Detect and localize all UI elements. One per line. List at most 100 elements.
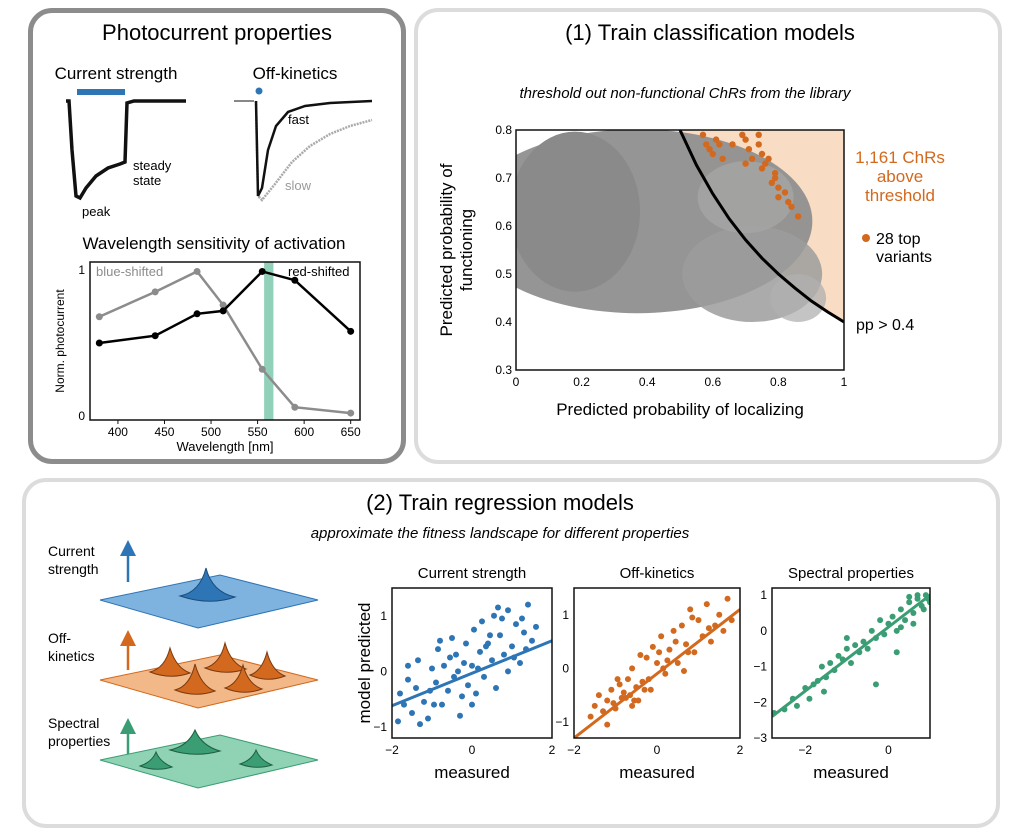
- data-point: [431, 701, 437, 708]
- landscape-label-off-1: Off-: [48, 630, 71, 646]
- data-point: [629, 665, 636, 672]
- landscape-label-off-2: kinetics: [48, 648, 95, 664]
- off-kinetics-label: Off-kinetics: [253, 64, 338, 83]
- top-variant-point: [775, 184, 782, 191]
- series-point: [193, 267, 201, 275]
- data-point: [517, 660, 523, 666]
- steady-state-label-1: steady: [133, 158, 172, 173]
- plot-title: Spectral properties: [788, 565, 914, 582]
- regression-panel: [22, 478, 1000, 828]
- x-tick-label: −2: [798, 743, 812, 757]
- spectral-landscape: Spectral properties: [48, 715, 319, 789]
- landscape-peak: [248, 650, 287, 680]
- regression-plot-frame: [573, 587, 741, 739]
- top-variant-point: [788, 203, 795, 210]
- y-tick-label: 0: [562, 661, 569, 675]
- data-point: [893, 627, 900, 634]
- above-threshold-line1: 1,161 ChRs: [855, 148, 945, 167]
- series-point: [291, 276, 299, 284]
- data-point: [616, 681, 623, 688]
- photocurrent-title: Photocurrent properties: [102, 20, 332, 45]
- data-point: [487, 632, 493, 639]
- data-point: [608, 686, 615, 693]
- data-point: [664, 657, 671, 664]
- data-point: [629, 702, 636, 709]
- data-point: [497, 632, 503, 639]
- x-axis-label: measured: [434, 763, 510, 782]
- regression-title: (2) Train regression models: [366, 490, 634, 515]
- top-variant-point: [775, 194, 782, 201]
- top-variant-point: [762, 160, 769, 167]
- landscape-label-spectral-2: properties: [48, 733, 110, 749]
- data-point: [529, 637, 535, 644]
- up-arrow-head-icon: [120, 540, 136, 556]
- top-variant-point: [699, 131, 707, 138]
- peak-label: peak: [82, 204, 111, 219]
- data-point: [465, 682, 471, 689]
- classification-title: (1) Train classification models: [565, 20, 855, 45]
- above-threshold-line2: above: [877, 167, 923, 186]
- current-strength-landscape: Current strength: [48, 540, 319, 629]
- top-variant-point: [742, 160, 749, 167]
- classification-chart: 0 0.2 0.4 0.6 0.8 1 0.3 0.4 0.5 0.6 0.7 0.8 Predicte…: [437, 123, 848, 419]
- landscape-peak: [173, 663, 217, 695]
- data-point: [695, 617, 702, 624]
- wavelength-chart-title: Wavelength sensitivity of activation: [83, 234, 346, 253]
- data-point: [463, 640, 469, 647]
- data-point: [445, 687, 451, 694]
- y-tick-label: −1: [373, 720, 387, 734]
- data-point: [620, 689, 627, 696]
- legend-blue-shifted: blue-shifted: [96, 264, 163, 279]
- series-point: [151, 332, 159, 340]
- data-point: [405, 662, 411, 669]
- plot-title: Off-kinetics: [620, 565, 695, 582]
- y-tick-label: 1: [78, 263, 85, 277]
- data-point: [489, 657, 495, 664]
- data-point: [417, 721, 423, 728]
- data-point: [683, 641, 690, 648]
- y-axis-label-line2: functioning: [457, 209, 476, 291]
- data-point: [906, 599, 913, 606]
- data-point: [672, 638, 679, 645]
- data-point: [469, 701, 475, 708]
- data-point: [433, 679, 439, 686]
- y-tick-label: 1: [562, 608, 569, 622]
- x-tick-label: 450: [154, 425, 174, 439]
- data-point: [415, 657, 421, 664]
- data-point: [483, 643, 489, 650]
- x-tick-label: 1: [841, 375, 848, 389]
- y-tick-label: 0.7: [495, 171, 512, 185]
- data-point: [469, 662, 475, 669]
- data-point: [793, 702, 800, 709]
- regression-subtitle: approximate the fitness landscape for di…: [311, 525, 690, 542]
- data-point: [505, 668, 511, 675]
- x-tick-label: 0.2: [573, 375, 590, 389]
- x-tick-label: 2: [549, 743, 556, 757]
- fast-label: fast: [288, 112, 309, 127]
- data-point: [656, 649, 663, 656]
- data-point: [439, 701, 445, 708]
- data-point: [591, 702, 598, 709]
- data-point: [724, 595, 731, 602]
- landscape-peak: [138, 750, 174, 770]
- y-axis-label-line1: Predicted probability of: [437, 163, 456, 336]
- data-point: [401, 701, 407, 708]
- data-point: [897, 606, 904, 613]
- data-point: [843, 635, 850, 641]
- light-pulse-bar: [77, 89, 125, 95]
- top-variant-point: [765, 155, 772, 162]
- steady-state-label-2: state: [133, 173, 161, 188]
- data-point: [604, 697, 611, 704]
- current-strength-label: Current strength: [55, 64, 178, 83]
- data-point: [604, 721, 611, 728]
- y-tick-label: 0.5: [495, 267, 512, 281]
- data-point: [437, 637, 443, 644]
- data-point: [587, 713, 594, 720]
- data-point: [680, 668, 687, 675]
- data-point: [397, 690, 403, 697]
- data-point: [493, 685, 499, 691]
- data-point: [848, 660, 854, 666]
- scatter-inner: [574, 595, 740, 738]
